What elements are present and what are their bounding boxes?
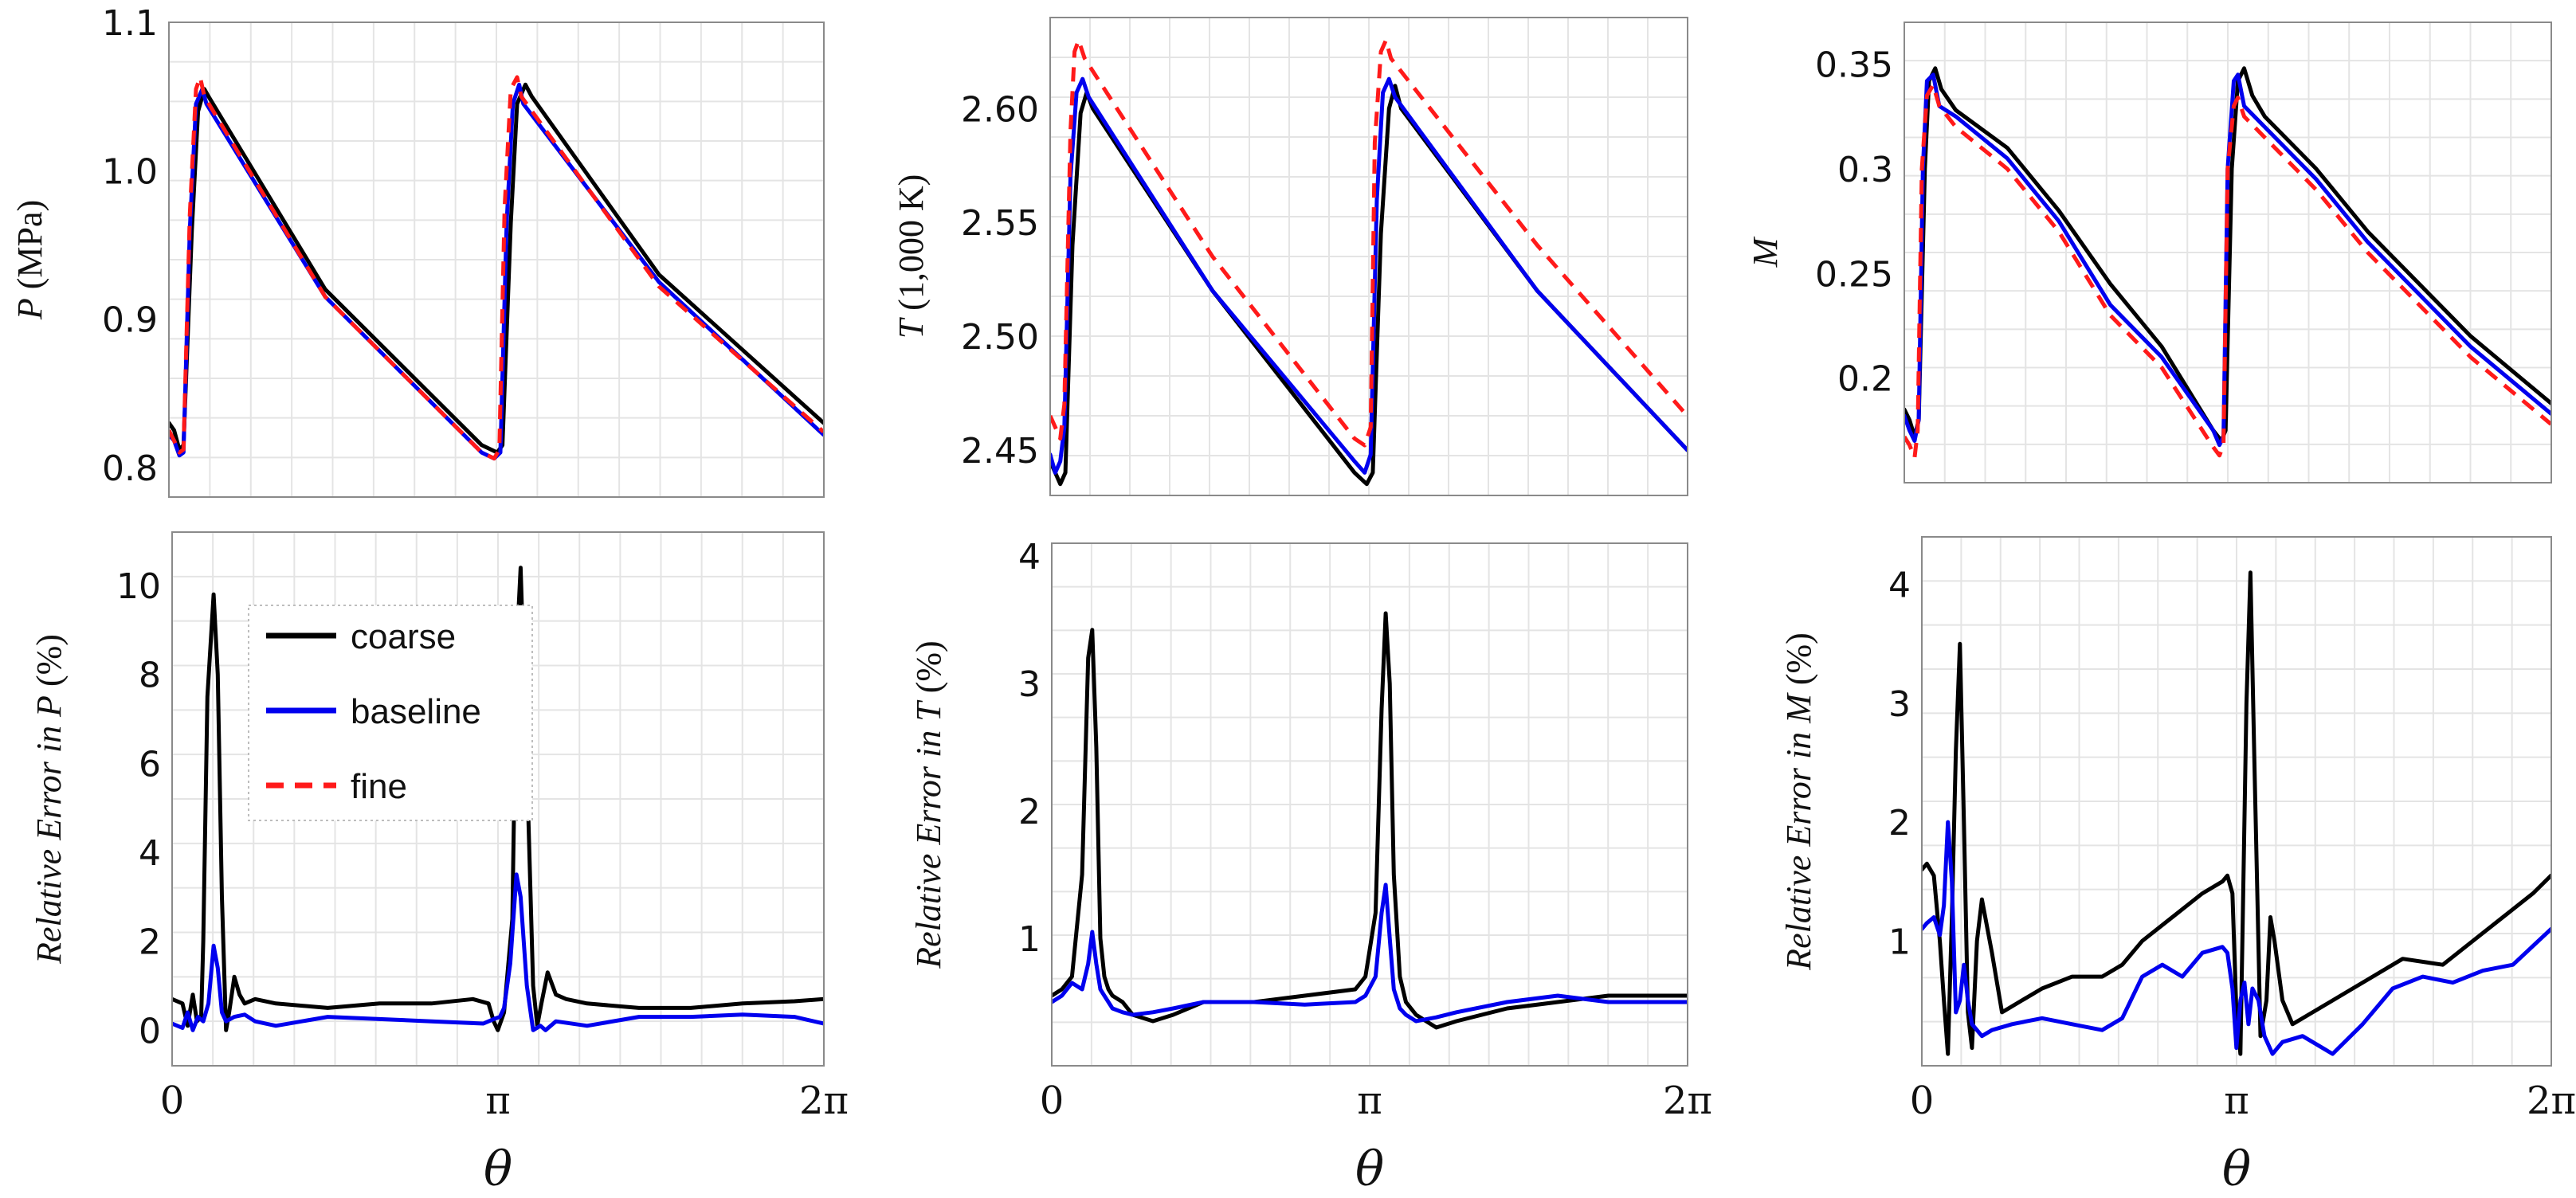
plot-frame	[1921, 536, 2552, 1067]
y-tick-label: 0.2	[1837, 359, 1893, 400]
plot-frame	[168, 22, 825, 498]
series-group	[169, 75, 824, 461]
series-line-coarse	[172, 566, 824, 1032]
plot-frame	[1904, 22, 2552, 484]
series-line-coarse	[1052, 611, 1688, 1030]
x-tick-label: π	[2224, 1079, 2249, 1123]
y-tick-label: 4	[1888, 566, 1911, 606]
series-line-coarse	[1922, 570, 2551, 1056]
series-line-coarse	[1050, 84, 1688, 487]
y-tick-label: 0	[139, 1011, 161, 1051]
y-tick-label: 1.0	[102, 151, 158, 192]
y-tick-label: 2.60	[961, 89, 1039, 130]
series-line-fine	[1050, 38, 1688, 448]
y-tick-label: 0.3	[1837, 150, 1893, 190]
legend-label-fine: fine	[351, 767, 407, 806]
y-axis-title: Relative Error in P (%)	[29, 634, 69, 965]
series-group	[1050, 38, 1688, 487]
x-tick-label: 0	[1040, 1079, 1065, 1123]
y-tick-label: 2.55	[961, 203, 1039, 244]
legend-label-baseline: baseline	[351, 692, 481, 731]
y-tick-label: 0.9	[102, 300, 158, 341]
series-group	[172, 566, 824, 1032]
series-line-baseline	[1050, 76, 1688, 475]
plot-frame	[1049, 17, 1688, 496]
x-axis-title: θ	[2222, 1141, 2251, 1197]
y-axis-title: Relative Error in M (%)	[1779, 632, 1818, 971]
y-axis-title: P (MPa)	[10, 200, 49, 320]
x-tick-label: 0	[1910, 1079, 1935, 1123]
series-line-baseline	[1052, 883, 1688, 1024]
series-line-coarse	[1904, 66, 2551, 443]
y-axis-title: T (1,000 K)	[892, 174, 931, 339]
y-tick-label: 0.25	[1815, 254, 1893, 295]
panel-pressure: 0.8 0.9 1.0 1.1 P (MPa)	[10, 3, 825, 498]
y-tick-label: 2	[139, 922, 161, 963]
grid	[169, 22, 824, 497]
x-tick-label: π	[1357, 1079, 1382, 1123]
series-group	[1922, 570, 2551, 1056]
series-line-baseline	[172, 872, 824, 1032]
x-tick-label: 2π	[1663, 1079, 1712, 1123]
y-tick-label: 1	[1888, 922, 1911, 962]
y-tick-label: 2	[1018, 792, 1041, 832]
y-tick-label: 8	[139, 656, 161, 696]
y-tick-label: 4	[1018, 537, 1041, 577]
x-tick-label: 2π	[2527, 1079, 2576, 1123]
panel-error-temperature: 1 2 3 4 0 π 2π θ Relative Error in T (%)	[909, 537, 1712, 1197]
panel-error-mach: 1 2 3 4 0 π 2π θ Relative Error in M (%)	[1779, 536, 2576, 1197]
panel-temperature: 2.45 2.50 2.55 2.60 T (1,000 K)	[892, 17, 1688, 496]
series-line-baseline	[1904, 72, 2551, 448]
y-axis-title: Relative Error in T (%)	[909, 640, 948, 969]
y-tick-label: 4	[139, 833, 161, 874]
series-line-fine	[1904, 83, 2551, 460]
series-line-fine	[169, 75, 824, 461]
y-tick-label: 3	[1888, 684, 1911, 725]
y-tick-label: 0.8	[102, 448, 158, 489]
y-tick-label: 0.35	[1815, 45, 1893, 86]
x-axis-title: θ	[484, 1141, 512, 1197]
x-axis-title: θ	[1355, 1141, 1384, 1197]
x-tick-label: 2π	[799, 1079, 849, 1123]
panel-mach: 0.2 0.25 0.3 0.35 M	[1746, 22, 2552, 484]
y-tick-label: 6	[139, 744, 161, 785]
plot-frame	[1051, 542, 1688, 1067]
y-tick-label: 1	[1018, 919, 1041, 960]
legend: coarse baseline fine	[248, 605, 533, 821]
y-tick-label: 10	[116, 566, 161, 607]
y-axis-title: M	[1746, 236, 1785, 268]
y-tick-label: 2	[1888, 803, 1911, 844]
legend-label-coarse: coarse	[351, 617, 456, 656]
series-group	[1904, 66, 2551, 460]
x-tick-label: 0	[160, 1079, 185, 1123]
x-tick-label: π	[485, 1079, 511, 1123]
y-tick-label: 2.50	[961, 317, 1039, 358]
series-group	[1052, 611, 1688, 1030]
grid	[1052, 543, 1688, 1066]
series-line-baseline	[1922, 820, 2551, 1056]
y-tick-label: 1.1	[102, 3, 158, 44]
y-tick-label: 2.45	[961, 431, 1039, 472]
plot-frame	[171, 531, 825, 1067]
y-tick-label: 3	[1018, 664, 1041, 705]
